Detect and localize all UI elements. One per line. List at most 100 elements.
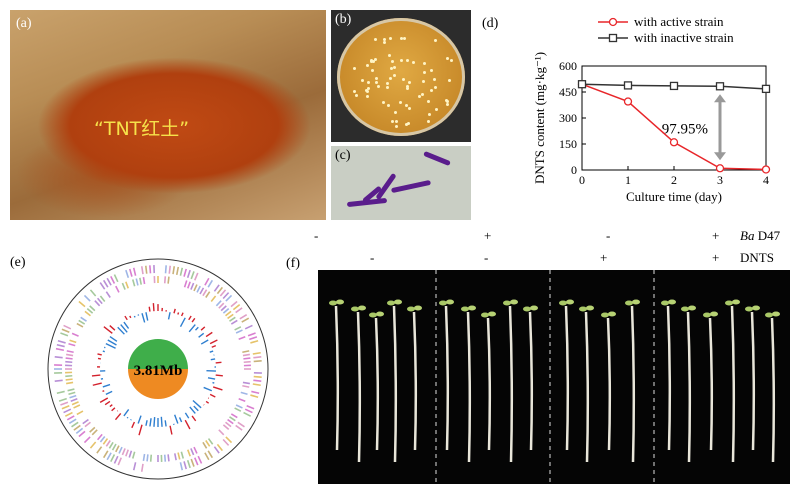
gene-track-mark [146, 454, 149, 462]
gene-track-mark [220, 305, 227, 312]
seedling-stem [708, 317, 714, 451]
gene-track-mark [253, 360, 262, 363]
gene-track-mark [118, 446, 123, 454]
gene-track-mark [68, 418, 77, 425]
gene-track-mark [234, 326, 242, 331]
gc-content-mark [209, 393, 216, 398]
data-point-inactive [761, 84, 771, 94]
gene-track-mark [71, 332, 79, 337]
gc-content-mark [169, 425, 173, 435]
bacterial-colony [390, 119, 394, 123]
gene-track-mark [131, 279, 136, 287]
gc-content-mark [102, 350, 105, 353]
gene-track-mark [193, 457, 199, 466]
reduction-arrow-head-up [714, 94, 726, 103]
x-tick-label: 1 [625, 173, 631, 187]
bacterial-colony [382, 37, 386, 41]
gene-track-mark [237, 421, 245, 428]
gene-track-mark [102, 450, 109, 459]
gene-track-mark [60, 401, 69, 406]
gc-content-mark [179, 317, 186, 328]
gc-content-mark [177, 312, 180, 315]
gene-track-mark [225, 421, 232, 428]
gene-track-mark [196, 285, 201, 293]
gc-content-mark [145, 420, 148, 426]
bacterial-colony [386, 103, 390, 107]
gene-track-mark [204, 277, 210, 286]
bacterial-colony [369, 59, 373, 63]
bacterial-rod [423, 150, 451, 167]
gene-track-mark [63, 324, 72, 330]
bacterial-colony [400, 59, 404, 63]
gene-track-mark [82, 418, 89, 425]
gene-track-mark [239, 313, 248, 320]
treatment-name-ba-d47: Ba D47 [740, 228, 781, 243]
gene-track-mark [186, 269, 191, 278]
seedling-stem [374, 317, 380, 451]
seedling-leaf [765, 312, 773, 318]
gene-track-mark [139, 277, 143, 285]
seedling-leaf [688, 305, 696, 311]
seedling-leaf [772, 311, 780, 317]
bacterial-colony [427, 99, 430, 103]
gc-content-mark [164, 420, 167, 427]
gc-content-mark [209, 339, 218, 345]
gene-track-mark [229, 316, 236, 322]
gene-track-mark [94, 300, 101, 307]
gene-track-mark [238, 398, 246, 402]
gene-track-mark [163, 454, 167, 462]
bacterial-colony [374, 37, 378, 41]
gc-content-mark [99, 397, 109, 404]
bacterial-colony [385, 81, 389, 85]
bacterial-colony [394, 111, 398, 115]
genome-outer-ring [47, 258, 269, 480]
seedling-stem [486, 317, 492, 451]
gene-track-mark [96, 297, 103, 305]
gene-track-mark [132, 267, 137, 276]
seedling-stem [750, 311, 756, 451]
gene-track-mark [105, 291, 111, 298]
bacterial-colony [421, 79, 425, 83]
gene-track-mark [99, 295, 106, 302]
panel-label-f: (f) [286, 256, 300, 271]
gene-track-mark [149, 265, 152, 274]
gene-track-mark [140, 463, 144, 472]
gene-track-mark [243, 411, 252, 417]
gene-track-mark [144, 265, 148, 274]
bacterial-colony [446, 99, 450, 103]
gene-track-mark [73, 424, 81, 431]
gene-track-mark [54, 355, 63, 359]
gene-track-mark [113, 455, 119, 464]
gene-track-mark [65, 357, 73, 360]
gene-track-mark [177, 452, 181, 460]
gene-track-mark [252, 351, 261, 355]
gene-track-mark [99, 282, 106, 290]
gene-track-mark [207, 279, 214, 288]
gene-track-mark [207, 438, 214, 445]
gene-track-mark [210, 295, 217, 302]
gene-track-mark [235, 404, 243, 409]
gene-track-mark [222, 424, 230, 431]
gene-track-mark [83, 294, 91, 302]
gene-track-mark [179, 462, 184, 471]
gene-track-mark [243, 357, 251, 360]
seedling-leaf [586, 305, 594, 311]
bacterial-colony [375, 81, 379, 85]
reduction-annotation: 97.95% [662, 121, 708, 137]
gc-content-mark [153, 416, 156, 427]
gene-track-mark [142, 277, 146, 285]
gc-content-mark [210, 358, 216, 361]
bacterial-colony [426, 120, 430, 124]
gene-track-mark [230, 300, 238, 308]
data-point-active [761, 165, 771, 174]
gene-track-mark [121, 448, 126, 456]
gene-track-mark [167, 454, 170, 462]
bacterial-colony [387, 53, 391, 57]
seedling-leaf [668, 299, 676, 305]
bacterial-colony [417, 94, 421, 98]
legend-marker [608, 17, 618, 27]
gene-track-mark [111, 443, 117, 451]
seedling-leaf [488, 311, 496, 317]
gene-track-mark [202, 289, 208, 297]
gc-content-mark [200, 326, 206, 331]
